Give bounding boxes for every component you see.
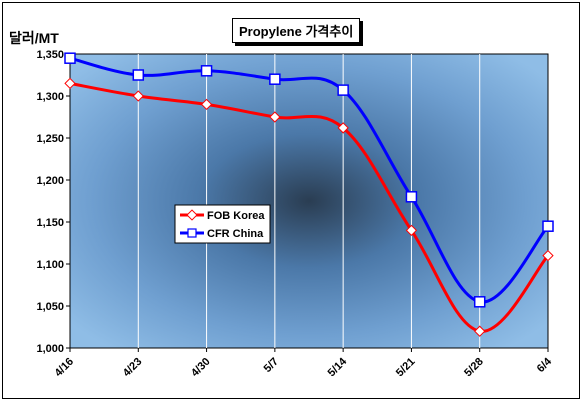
data-point bbox=[405, 191, 418, 203]
data-point bbox=[337, 84, 349, 96]
y-tick-label: 1,100 bbox=[36, 259, 64, 271]
data-point bbox=[405, 224, 418, 237]
data-point bbox=[200, 98, 213, 111]
data-point bbox=[269, 111, 281, 123]
x-tick-label: 4/16 bbox=[52, 356, 76, 380]
x-tick-label: 5/28 bbox=[462, 356, 486, 380]
legend-marker-cfr-china bbox=[187, 228, 197, 238]
y-tick-label: 1,200 bbox=[36, 175, 64, 187]
data-point bbox=[542, 249, 554, 262]
legend: FOB Korea CFR China bbox=[174, 204, 271, 244]
chart-title: Propylene 가격추이 bbox=[232, 18, 361, 43]
x-tick-label: 4/23 bbox=[121, 356, 145, 380]
x-tick-label: 5/21 bbox=[394, 356, 418, 380]
data-point bbox=[337, 122, 349, 134]
data-point bbox=[132, 69, 145, 81]
x-tick-label: 6/4 bbox=[535, 355, 555, 375]
data-point bbox=[64, 52, 76, 64]
data-point bbox=[474, 325, 486, 337]
y-tick-label: 1,150 bbox=[36, 217, 64, 229]
y-tick-label: 1,050 bbox=[36, 301, 64, 313]
data-point bbox=[542, 220, 554, 232]
plot-area bbox=[69, 53, 549, 349]
x-tick-label: 5/14 bbox=[326, 355, 350, 379]
data-point bbox=[132, 90, 144, 102]
data-point bbox=[64, 77, 76, 90]
y-tick-label: 1,000 bbox=[36, 343, 64, 355]
data-point bbox=[269, 73, 281, 85]
data-point bbox=[473, 296, 486, 308]
data-point bbox=[200, 65, 213, 77]
legend-marker-fob-korea bbox=[186, 209, 198, 221]
legend-label-cfr-china: CFR China bbox=[207, 228, 264, 240]
x-tick-label: 5/7 bbox=[262, 356, 281, 375]
y-tick-label: 1,300 bbox=[36, 91, 64, 103]
x-tick-label: 4/30 bbox=[189, 356, 213, 380]
y-tick-label: 1,250 bbox=[36, 133, 64, 145]
legend-label-fob-korea: FOB Korea bbox=[207, 210, 265, 222]
y-tick-label: 1,350 bbox=[36, 49, 64, 61]
y-axis-label: 달러/MT bbox=[9, 30, 59, 46]
